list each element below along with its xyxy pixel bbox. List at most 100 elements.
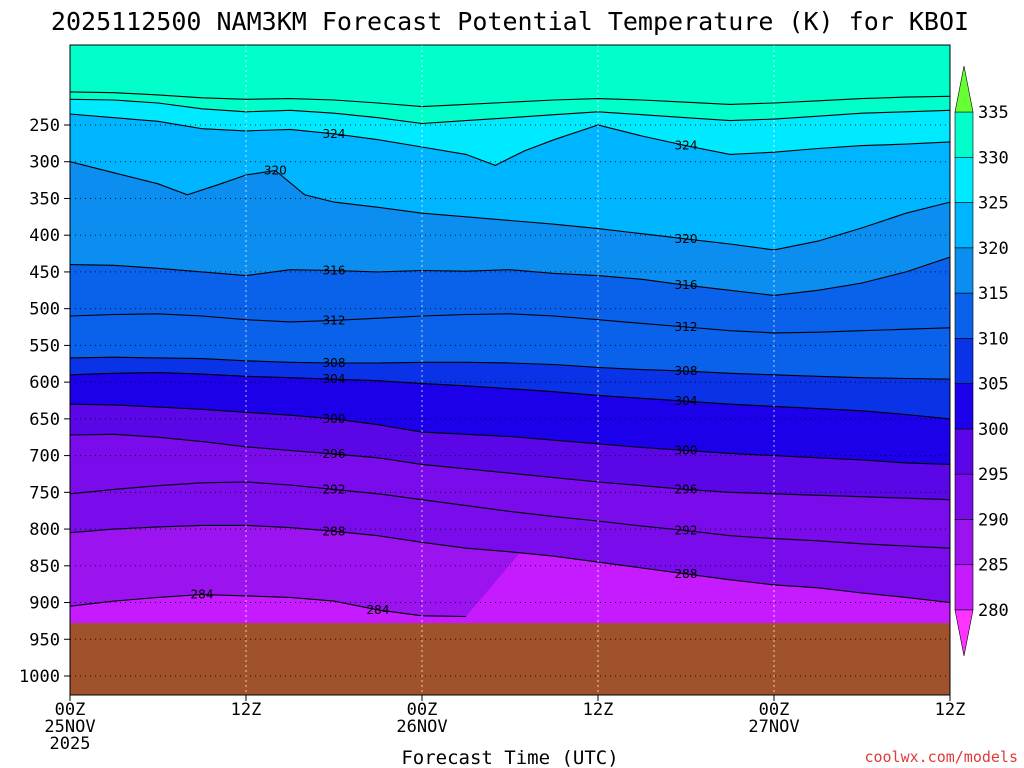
contour-line-284 [70, 593, 467, 618]
contour-fills [70, 45, 950, 695]
y-tick-label: 650 [29, 410, 60, 430]
contour-label-300: 300 [323, 412, 346, 426]
x-tick-label: 25NOV [44, 717, 95, 737]
y-tick-label: 500 [29, 300, 60, 320]
y-tick-label: 750 [29, 483, 60, 503]
plot-frame [69, 44, 951, 696]
y-tick-label: 250 [29, 116, 60, 136]
x-tick-label: 00Z [407, 700, 438, 720]
contour-line-328 [70, 98, 950, 125]
contour-line-300 [70, 403, 950, 465]
colorbar-label: 315 [978, 284, 1009, 304]
colorbar-band-280 [954, 564, 974, 611]
contour-label-312: 312 [323, 313, 346, 327]
colorbar-band-295 [954, 428, 974, 475]
colorbar-label: 320 [978, 239, 1009, 259]
colorbar-label: 325 [978, 194, 1009, 214]
contour-labels: 284 284 288 288 292 292 296 296 300 300 304 304 308 3… [191, 127, 698, 617]
contour-line-324 [70, 113, 950, 166]
colorbar-label: 285 [978, 556, 1009, 576]
colorbar-label: 280 [978, 601, 1009, 621]
contour-lines [70, 91, 950, 618]
colorbar-under-triangle [954, 609, 974, 657]
y-tick-label: 600 [29, 373, 60, 393]
x-tick-label: 00Z [759, 700, 790, 720]
y-axis-ticks: 250 300 350 400 450 500 550 600 650 700 750 800 850 9… [19, 116, 70, 687]
contour-line-292 [70, 481, 950, 549]
contour-label-296: 296 [323, 447, 346, 461]
y-tick-label: 450 [29, 263, 60, 283]
colorbar-label: 290 [978, 510, 1009, 530]
x-tick-label: 12Z [231, 700, 262, 720]
y-tick-label: 350 [29, 189, 60, 209]
grid-lines [69, 45, 951, 695]
colorbar-band-285 [954, 519, 974, 566]
colorbar-label: 330 [978, 148, 1009, 168]
colorbar-band-325 [954, 156, 974, 203]
y-tick-label: 700 [29, 447, 60, 467]
colorbar-band-290 [954, 473, 974, 520]
x-tick-label: 2025 [50, 734, 91, 754]
contour-line-308 [70, 356, 950, 380]
contour-label-292: 292 [323, 482, 346, 496]
fill-band-332 [70, 45, 950, 107]
contour-line-316 [70, 256, 950, 296]
y-tick-label: 800 [29, 520, 60, 540]
colorbar-label: 310 [978, 329, 1009, 349]
y-tick-label: 850 [29, 557, 60, 577]
contour-label-300: 300 [675, 443, 698, 457]
contour-label-296: 296 [675, 482, 698, 496]
x-axis-label: Forecast Time (UTC) [401, 747, 618, 768]
contour-label-316: 316 [323, 263, 346, 277]
x-tick-label: 12Z [583, 700, 614, 720]
y-tick-label: 950 [29, 630, 60, 650]
ground-surface [70, 623, 950, 695]
contour-line-304 [70, 372, 950, 420]
contour-label-288: 288 [323, 524, 346, 538]
credit-text[interactable]: coolwx.com/models [864, 748, 1018, 766]
colorbar-band-330 [954, 111, 974, 158]
x-tick-label: 12Z [935, 700, 966, 720]
contour-line-288 [70, 524, 950, 604]
contour-label-304: 304 [323, 372, 346, 386]
contour-label-288: 288 [675, 567, 698, 581]
contour-label-304: 304 [675, 394, 698, 408]
chart-title: 2025112500 NAM3KM Forecast Potential Tem… [51, 7, 969, 36]
contour-line-296 [70, 433, 950, 501]
colorbar-label: 295 [978, 465, 1009, 485]
contour-line-312 [70, 313, 950, 334]
colorbar-label: 335 [978, 103, 1009, 123]
contour-label-284: 284 [191, 587, 214, 601]
y-tick-label: 900 [29, 594, 60, 614]
contour-label-320: 320 [675, 232, 698, 246]
x-tick-label: 00Z [55, 700, 86, 720]
y-tick-label: 550 [29, 336, 60, 356]
contour-label-292: 292 [675, 524, 698, 538]
contour-line-332 [70, 91, 950, 108]
colorbar-band-320 [954, 202, 974, 249]
x-tick-label: 27NOV [748, 717, 799, 737]
y-tick-label: 300 [29, 153, 60, 173]
contour-label-312: 312 [675, 320, 698, 334]
y-tick-label: 1000 [19, 667, 60, 687]
contour-label-308: 308 [675, 364, 698, 378]
colorbar-band-315 [954, 247, 974, 294]
contour-label-308: 308 [323, 356, 346, 370]
x-tick-label: 26NOV [396, 717, 447, 737]
y-tick-label: 400 [29, 226, 60, 246]
colorbar-label: 300 [978, 420, 1009, 440]
colorbar: 280 285 290 295 300 305 310 315 320 325 330 335 [954, 65, 1009, 657]
colorbar-band-300 [954, 383, 974, 430]
colorbar-over-triangle [954, 65, 974, 113]
contour-label-316: 316 [675, 278, 698, 292]
contour-label-324: 324 [323, 127, 346, 141]
contour-label-284: 284 [367, 603, 390, 617]
contour-label-324: 324 [675, 139, 698, 153]
colorbar-label: 305 [978, 375, 1009, 395]
colorbar-band-305 [954, 338, 974, 384]
contour-line-320 [70, 161, 950, 251]
colorbar-band-310 [954, 292, 974, 339]
contour-label-320: 320 [264, 164, 287, 178]
